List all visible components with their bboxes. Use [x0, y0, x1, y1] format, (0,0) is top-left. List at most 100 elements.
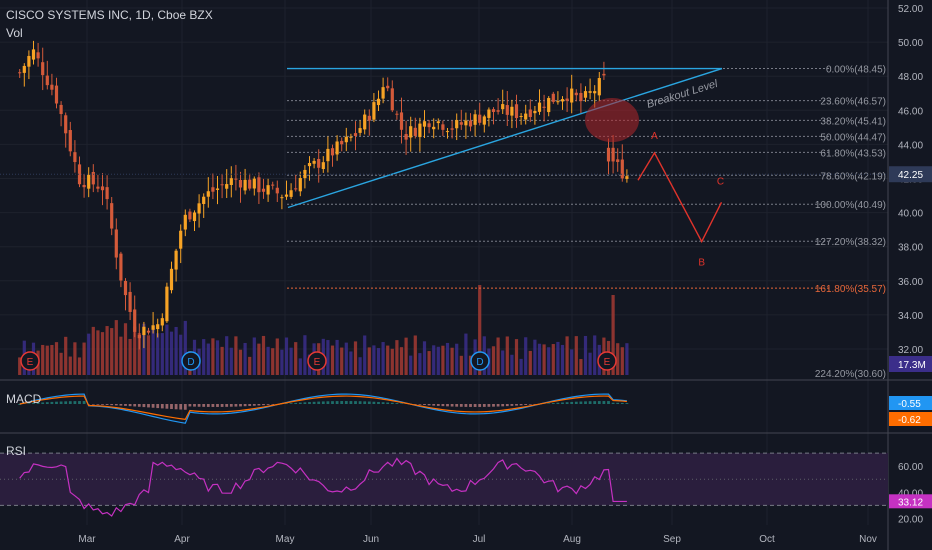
candle-body	[220, 184, 224, 186]
macd-histogram-bar	[584, 401, 587, 404]
macd-histogram-bar	[381, 402, 385, 404]
volume-bar	[372, 345, 376, 375]
rsi-pane: 60.00 40.00 20.00 33.12	[0, 452, 932, 525]
candle-body	[399, 112, 404, 130]
fib-levels: 0.00%(48.45) 23.60%(46.57) 38.20%(45.41) 50…	[287, 65, 886, 380]
fib-label: 78.60%(42.19)	[820, 171, 886, 182]
volume-bar	[505, 336, 509, 375]
candle-body	[192, 212, 197, 222]
candle-body	[422, 121, 427, 127]
signal-value-tag	[889, 412, 932, 426]
volume-bar	[542, 344, 546, 375]
volume-bar	[381, 342, 385, 375]
candle-body	[321, 162, 325, 170]
candle-body	[275, 187, 279, 194]
macd-histogram-bar	[96, 404, 100, 405]
candle-body	[82, 184, 86, 188]
volume-bar	[220, 346, 224, 375]
candle-body	[409, 126, 413, 138]
chart-title: CISCO SYSTEMS INC, 1D, Cboe BZX	[6, 8, 213, 22]
volume-bar	[105, 326, 109, 375]
candle-body	[215, 188, 220, 190]
price-tick-label: 46.00	[898, 106, 923, 117]
rsi-tick-label: 60.00	[898, 462, 923, 473]
macd-histogram-bar	[496, 404, 500, 407]
volume-bar	[450, 347, 454, 375]
candle-body	[266, 185, 270, 195]
macd-histogram-bar	[179, 404, 183, 410]
macd-histogram-bar	[202, 404, 206, 407]
macd-histogram-bar	[574, 401, 578, 404]
macd-histogram-bar	[469, 404, 472, 407]
candle-body	[491, 109, 496, 112]
candle-body	[312, 160, 316, 164]
macd-histogram-bar	[197, 404, 201, 407]
volume-bar	[18, 357, 22, 375]
wave-projection: A B C	[637, 131, 724, 269]
macd-histogram-bar	[82, 401, 86, 404]
volume-bar	[41, 344, 45, 375]
volume-bar	[565, 336, 569, 375]
event-marker-label: E	[27, 357, 34, 368]
event-marker-label: D	[187, 357, 194, 368]
macd-histogram-bar	[358, 401, 362, 404]
volume-bar	[225, 336, 229, 375]
macd-histogram-bar	[331, 401, 334, 404]
candle-body	[487, 109, 491, 118]
candle-body	[432, 126, 436, 130]
macd-histogram-bar	[450, 404, 454, 407]
volume-bar	[50, 344, 54, 375]
candle-body	[64, 115, 68, 134]
candle-body	[248, 179, 252, 189]
macd-histogram-bar	[593, 401, 597, 404]
macd-histogram-bar	[354, 401, 357, 404]
volume-bar	[146, 335, 151, 375]
candle-body	[137, 334, 141, 339]
macd-histogram-bar	[492, 404, 495, 407]
macd-histogram-bar	[211, 404, 215, 407]
candle-body	[344, 136, 348, 143]
volume-bar	[413, 335, 417, 375]
candle-body	[105, 187, 109, 200]
candle-body	[225, 184, 229, 189]
macd-histogram-bar	[395, 403, 399, 404]
price-tick-label: 36.00	[898, 277, 923, 288]
candle-body	[436, 121, 440, 124]
fib-label: 0.00%(48.45)	[826, 65, 886, 76]
time-tick-label: Mar	[78, 534, 96, 545]
macd-histogram-bar	[308, 402, 311, 404]
macd-histogram-bar	[597, 401, 601, 404]
volume-bar	[367, 347, 371, 375]
macd-histogram-bar	[423, 404, 426, 406]
macd-histogram-bar	[124, 404, 127, 406]
price-tick-label: 52.00	[898, 4, 923, 15]
volume-bar	[183, 320, 187, 375]
macd-histogram-bar	[565, 402, 569, 404]
macd-histogram-bar	[234, 404, 238, 407]
macd-histogram-bar	[620, 402, 624, 404]
volume-bar	[257, 343, 261, 375]
candle-body	[459, 122, 463, 125]
volume-bar	[294, 342, 298, 375]
macd-value-label: -0.55	[898, 399, 921, 410]
volume-bar	[128, 338, 132, 375]
macd-histogram-bar	[160, 404, 164, 409]
wave-path	[637, 151, 723, 244]
macd-histogram-bar	[570, 401, 574, 404]
breakout-trendline	[287, 67, 723, 209]
volume-bar	[441, 345, 445, 375]
volume-bar	[395, 340, 399, 375]
macd-histogram-bar	[312, 401, 316, 404]
volume-bar	[330, 345, 335, 375]
volume-bar	[349, 351, 353, 375]
macd-histogram-bar	[505, 404, 509, 407]
candle-body	[50, 84, 54, 90]
candle-body	[36, 52, 40, 59]
macd-histogram-bar	[188, 404, 192, 407]
macd-histogram-bar	[349, 401, 353, 404]
volume-bar	[110, 328, 114, 375]
macd-histogram-bar	[32, 403, 35, 404]
candle-body	[556, 101, 560, 103]
candle-body	[284, 194, 289, 197]
